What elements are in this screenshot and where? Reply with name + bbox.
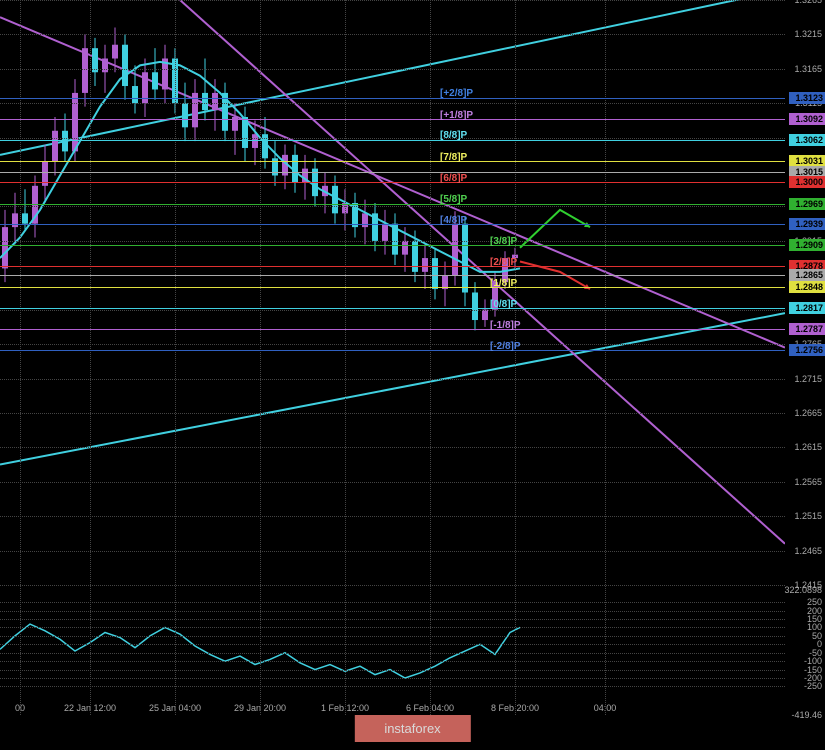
chart-container: 1.24151.24651.25151.25651.26151.26651.27…: [0, 0, 825, 750]
grid-h: [0, 344, 785, 345]
murrey-level-label: [-1/8]P: [490, 320, 521, 331]
y-tick-label: 322.0898: [784, 585, 822, 595]
price-level-line: [0, 245, 785, 246]
price-level-line: [0, 182, 785, 183]
y-tick-label: 1.3165: [794, 64, 822, 74]
grid-v: [515, 0, 516, 715]
price-level-line: [0, 224, 785, 225]
main-price-chart[interactable]: [0, 0, 785, 585]
grid-h: [0, 627, 785, 628]
y-tick-label: 1.2515: [794, 511, 822, 521]
grid-h: [0, 379, 785, 380]
grid-h: [0, 103, 785, 104]
price-level-tag: 1.2865: [789, 269, 825, 281]
grid-h: [0, 34, 785, 35]
grid-h: [0, 619, 785, 620]
price-level-line: [0, 308, 785, 309]
murrey-level-label: [5/8]P: [440, 194, 467, 205]
grid-h: [0, 516, 785, 517]
grid-v: [260, 0, 261, 715]
grid-h: [0, 413, 785, 414]
grid-h: [0, 644, 785, 645]
y-tick-label: 1.2665: [794, 408, 822, 418]
price-level-tag: 1.3092: [789, 113, 825, 125]
y-tick-label: -419.46: [791, 710, 822, 720]
grid-h: [0, 686, 785, 687]
price-level-line: [0, 275, 785, 276]
grid-h: [0, 138, 785, 139]
grid-v: [20, 0, 21, 715]
grid-h: [0, 653, 785, 654]
price-level-line: [0, 266, 785, 267]
price-level-tag: 1.2909: [789, 239, 825, 251]
price-level-line: [0, 140, 785, 141]
grid-h: [0, 310, 785, 311]
grid-h: [0, 551, 785, 552]
grid-h: [0, 611, 785, 612]
price-level-tag: 1.3000: [789, 176, 825, 188]
price-level-line: [0, 98, 785, 99]
grid-v: [175, 0, 176, 715]
murrey-level-label: [-2/8]P: [490, 341, 521, 352]
grid-v: [90, 0, 91, 715]
grid-h: [0, 447, 785, 448]
grid-h: [0, 482, 785, 483]
price-level-line: [0, 287, 785, 288]
grid-h: [0, 69, 785, 70]
grid-h: [0, 0, 785, 1]
grid-h: [0, 670, 785, 671]
grid-h: [0, 661, 785, 662]
y-tick-label: 1.2715: [794, 374, 822, 384]
grid-h: [0, 636, 785, 637]
grid-v: [430, 0, 431, 715]
y-tick-label: 250: [807, 597, 822, 607]
price-level-tag: 1.2787: [789, 323, 825, 335]
price-level-line: [0, 161, 785, 162]
y-tick-label: 1.3215: [794, 29, 822, 39]
price-level-tag: 1.2848: [789, 281, 825, 293]
price-level-line: [0, 350, 785, 351]
price-level-tag: 1.2969: [789, 198, 825, 210]
grid-v: [605, 0, 606, 715]
murrey-level-label: [2/8]P: [490, 257, 517, 268]
price-level-tag: 1.3062: [789, 134, 825, 146]
price-level-line: [0, 172, 785, 173]
murrey-level-label: [+1/8]P: [440, 110, 473, 121]
grid-h: [0, 206, 785, 207]
price-level-tag: 1.2756: [789, 344, 825, 356]
murrey-level-label: [+2/8]P: [440, 88, 473, 99]
y-axis: 1.24151.24651.25151.25651.26151.26651.27…: [785, 0, 825, 750]
y-tick-label: 1.2465: [794, 546, 822, 556]
grid-h: [0, 241, 785, 242]
grid-v: [345, 0, 346, 715]
y-tick-label: 1.3265: [794, 0, 822, 5]
price-level-line: [0, 204, 785, 205]
price-level-tag: 1.2939: [789, 218, 825, 230]
grid-h: [0, 585, 785, 586]
y-tick-label: 1.2565: [794, 477, 822, 487]
price-level-tag: 1.2817: [789, 302, 825, 314]
grid-h: [0, 602, 785, 603]
y-tick-label: 1.2615: [794, 442, 822, 452]
price-level-tag: 1.3123: [789, 92, 825, 104]
watermark: instaforex: [354, 715, 470, 742]
murrey-level-label: [8/8]P: [440, 130, 467, 141]
price-level-line: [0, 119, 785, 120]
price-level-line: [0, 329, 785, 330]
main-chart-svg: [0, 0, 785, 585]
grid-h: [0, 678, 785, 679]
murrey-level-label: [6/8]P: [440, 173, 467, 184]
murrey-level-label: [3/8]P: [490, 236, 517, 247]
murrey-level-label: [1/8]P: [490, 278, 517, 289]
murrey-level-label: [4/8]P: [440, 215, 467, 226]
murrey-level-label: [0/8]P: [490, 299, 517, 310]
murrey-level-label: [7/8]P: [440, 152, 467, 163]
